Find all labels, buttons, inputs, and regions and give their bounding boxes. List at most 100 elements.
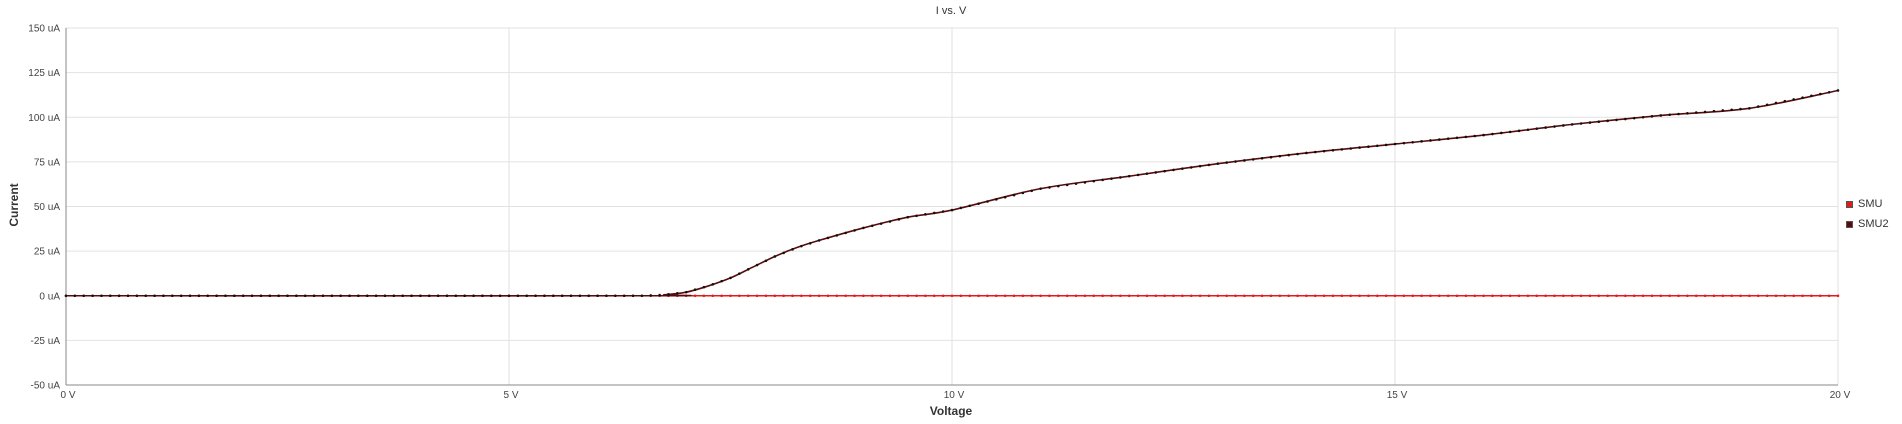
data-point xyxy=(1712,109,1716,113)
data-point xyxy=(1145,172,1149,175)
data-point xyxy=(1003,195,1007,199)
data-point xyxy=(906,215,909,219)
data-point xyxy=(1473,134,1477,138)
data-point xyxy=(1535,127,1539,130)
data-point xyxy=(241,294,245,298)
data-point xyxy=(729,294,732,298)
data-point xyxy=(764,294,768,298)
data-point xyxy=(1119,176,1122,179)
data-point xyxy=(764,259,768,263)
data-point xyxy=(1074,294,1078,298)
data-point xyxy=(1189,294,1193,298)
data-point xyxy=(348,294,351,298)
data-point xyxy=(410,294,413,298)
data-point xyxy=(844,231,847,235)
data-point xyxy=(1048,294,1051,298)
data-point xyxy=(1251,158,1255,161)
data-point xyxy=(1393,294,1397,298)
data-point xyxy=(888,294,892,298)
data-point xyxy=(1730,294,1733,298)
data-point xyxy=(1756,105,1760,108)
legend-item-smu[interactable]: SMU xyxy=(1846,194,1889,214)
data-point xyxy=(1836,89,1840,92)
data-point xyxy=(755,263,759,267)
data-point xyxy=(853,229,856,232)
data-point xyxy=(303,294,307,298)
data-point xyxy=(1012,294,1016,298)
data-point xyxy=(1420,140,1423,143)
data-point xyxy=(1260,157,1264,160)
data-point xyxy=(1801,96,1804,99)
data-point xyxy=(1438,138,1441,141)
data-point xyxy=(1615,294,1618,298)
data-point xyxy=(1464,135,1468,139)
legend-label-smu2: SMU2 xyxy=(1858,218,1889,230)
legend-item-smu2[interactable]: SMU2 xyxy=(1846,214,1889,234)
data-point xyxy=(941,294,945,298)
y-tick-label: 50 uA xyxy=(34,202,60,213)
data-point xyxy=(711,294,715,298)
data-point xyxy=(1305,294,1308,298)
data-point xyxy=(1136,294,1140,298)
data-point xyxy=(1774,101,1778,105)
data-point xyxy=(746,294,750,298)
data-point xyxy=(1375,144,1379,148)
data-point xyxy=(1810,94,1813,98)
data-point xyxy=(1641,294,1645,298)
data-point xyxy=(862,226,865,230)
data-point xyxy=(1694,294,1698,298)
data-point xyxy=(941,210,945,213)
data-point xyxy=(1278,154,1282,158)
data-point xyxy=(481,294,484,298)
data-point xyxy=(250,294,254,298)
data-point xyxy=(1588,121,1592,124)
data-point xyxy=(932,294,936,298)
data-point xyxy=(1127,174,1131,178)
data-point xyxy=(1216,294,1220,298)
data-point xyxy=(578,294,582,298)
data-point xyxy=(144,294,148,298)
data-point xyxy=(1181,167,1184,170)
x-tick-label: 20 V xyxy=(1830,390,1851,401)
data-point xyxy=(1686,112,1689,115)
data-point xyxy=(1375,294,1379,298)
data-point xyxy=(233,294,236,298)
data-point xyxy=(1659,294,1663,298)
data-point xyxy=(1659,114,1663,117)
data-point xyxy=(1083,294,1087,298)
data-point xyxy=(1677,294,1680,298)
data-point xyxy=(1712,294,1716,298)
data-point xyxy=(1836,294,1840,298)
grid-lines xyxy=(65,27,1839,386)
x-axis-title: Voltage xyxy=(929,404,973,418)
data-point xyxy=(330,294,334,298)
data-point xyxy=(720,279,723,283)
data-point xyxy=(1101,294,1104,298)
data-point xyxy=(1517,129,1521,133)
data-point xyxy=(1624,117,1627,121)
data-point xyxy=(1677,112,1680,116)
data-point xyxy=(392,294,396,298)
data-point xyxy=(1694,111,1698,114)
data-point xyxy=(1331,148,1335,152)
data-point xyxy=(1225,161,1228,164)
data-point xyxy=(1606,119,1609,123)
data-point xyxy=(126,294,130,298)
data-point xyxy=(1030,189,1034,193)
data-point xyxy=(1827,294,1831,298)
data-point xyxy=(773,294,777,298)
data-point xyxy=(454,294,458,298)
data-point xyxy=(1021,294,1025,298)
data-point xyxy=(1384,294,1388,298)
data-point xyxy=(1260,294,1264,298)
data-point xyxy=(171,294,174,298)
data-point xyxy=(791,248,794,251)
data-point xyxy=(1818,92,1822,96)
data-point xyxy=(1730,108,1733,112)
data-point xyxy=(959,206,963,210)
data-point xyxy=(932,211,936,215)
data-point xyxy=(268,294,272,298)
data-point xyxy=(746,268,750,271)
data-point xyxy=(977,202,980,205)
